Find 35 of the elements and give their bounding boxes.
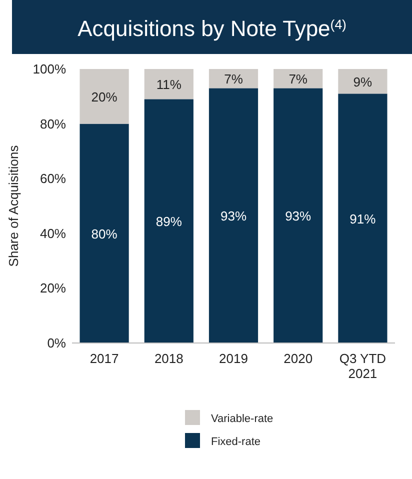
bar <box>144 69 194 100</box>
x-tick-label: 2020 <box>284 351 313 366</box>
legend-label: Variable-rate <box>211 413 274 425</box>
bar <box>338 94 388 343</box>
y-tick-label: 80% <box>40 116 66 132</box>
y-tick-label: 0% <box>47 336 66 350</box>
bar <box>208 69 258 88</box>
y-tick-label: 20% <box>40 280 66 296</box>
x-tick-label: 2019 <box>219 351 248 366</box>
bar <box>338 69 388 94</box>
data-label: 11% <box>156 77 182 92</box>
x-tick-label: 2017 <box>90 351 119 366</box>
bar <box>144 99 194 343</box>
y-tick-label: 40% <box>40 226 66 241</box>
data-label: 93% <box>220 208 247 224</box>
x-tick-label: 2018 <box>154 351 184 366</box>
data-label: 93% <box>285 208 312 224</box>
bar <box>274 69 323 88</box>
y-axis-title: Share of Acquisitions <box>6 144 21 267</box>
data-label: 80% <box>91 226 118 242</box>
bar <box>80 124 129 343</box>
bar <box>80 69 129 124</box>
data-label: 91% <box>350 211 376 226</box>
data-label: 9% <box>353 74 373 90</box>
x-tick-label: Q3 YTD 2021 <box>339 351 386 381</box>
legend-label: Fixed-rate <box>211 436 261 448</box>
data-label: 20% <box>91 89 118 104</box>
data-label: 7% <box>224 72 244 87</box>
chart-title: Acquisitions by Note Type$^{(4)}$ <box>78 16 346 41</box>
data-label: 7% <box>288 72 308 87</box>
y-tick-label: 60% <box>40 171 66 186</box>
bar <box>208 88 258 343</box>
data-label: 89% <box>156 214 182 230</box>
bar <box>274 88 323 343</box>
y-tick-label: 100% <box>32 62 66 76</box>
